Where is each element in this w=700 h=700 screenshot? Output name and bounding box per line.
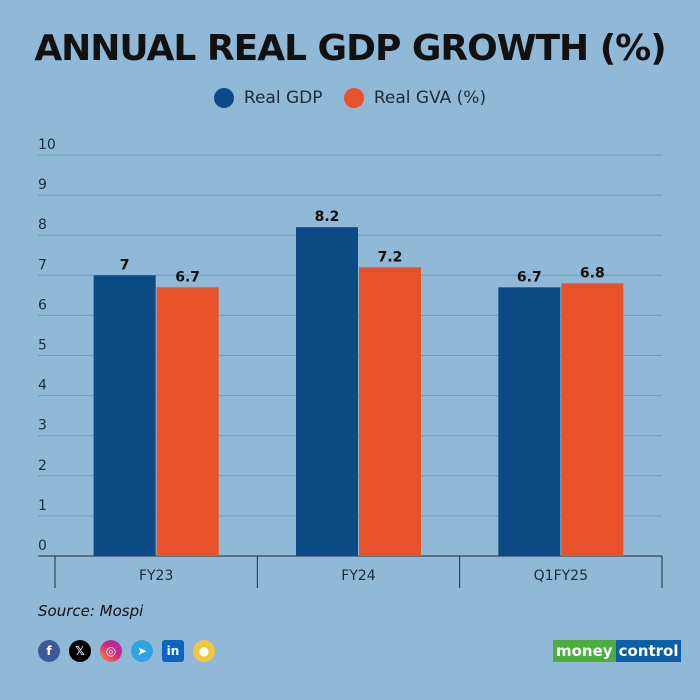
bar-chart: 0 1 2 3 4 5 6 7 8 9 10 FY23 7 6.7 FY24 8.2 7.2 Q1FY25 6.7 6…: [38, 137, 663, 588]
data-label: 6.7: [517, 269, 542, 285]
y-tick-label: 2: [38, 458, 47, 474]
source-note: Source: Mospi: [38, 602, 144, 620]
y-tick-label: 9: [38, 177, 47, 193]
x-tick-label: Q1FY25: [534, 568, 588, 584]
data-label: 6.7: [175, 269, 200, 285]
facebook-icon[interactable]: f: [38, 640, 60, 662]
logo-part-control: control: [615, 640, 682, 662]
legend-swatch: [213, 88, 234, 108]
y-tick-label: 8: [38, 217, 47, 233]
y-tick-label: 4: [38, 378, 47, 394]
data-label: 8.2: [315, 209, 340, 225]
logo-part-money: money: [553, 640, 616, 662]
bar-gva: [156, 287, 219, 556]
legend-item-gva: Real GVA (%): [343, 88, 487, 108]
chart-title: ANNUAL REAL GDP GROWTH (%): [34, 28, 666, 69]
y-tick-label: 5: [38, 338, 47, 354]
legend-item-gdp: Real GDP: [213, 88, 323, 108]
bar-gdp: [498, 287, 561, 556]
x-icon[interactable]: 𝕏: [69, 640, 91, 662]
x-tick-label: FY24: [341, 568, 376, 584]
linkedin-icon[interactable]: in: [162, 640, 184, 662]
telegram-icon[interactable]: ➤: [131, 640, 153, 662]
y-tick-label: 6: [38, 297, 47, 313]
y-tick-label: 3: [38, 418, 47, 434]
bar-gva: [359, 267, 421, 556]
data-label: 6.8: [580, 265, 605, 281]
social-icons: f 𝕏 ◎ ➤ in ●: [38, 640, 215, 662]
y-tick-label: 0: [38, 538, 47, 554]
bar-gdp: [296, 227, 358, 556]
y-tick-label: 1: [38, 498, 47, 514]
legend-label: Real GVA (%): [373, 88, 487, 108]
data-label: 7.2: [378, 249, 403, 265]
legend: Real GDP Real GVA (%): [0, 88, 700, 113]
bar-gdp: [93, 275, 156, 556]
y-tick-label: 7: [38, 257, 47, 273]
koo-icon[interactable]: ●: [193, 640, 215, 662]
bar-gva: [561, 283, 624, 556]
legend-label: Real GDP: [243, 88, 323, 108]
x-tick-label: FY23: [139, 568, 173, 584]
moneycontrol-logo: money control: [553, 640, 682, 662]
y-tick-label: 10: [38, 137, 56, 153]
instagram-icon[interactable]: ◎: [100, 640, 122, 662]
legend-swatch: [343, 88, 364, 108]
data-label: 7: [120, 257, 130, 273]
